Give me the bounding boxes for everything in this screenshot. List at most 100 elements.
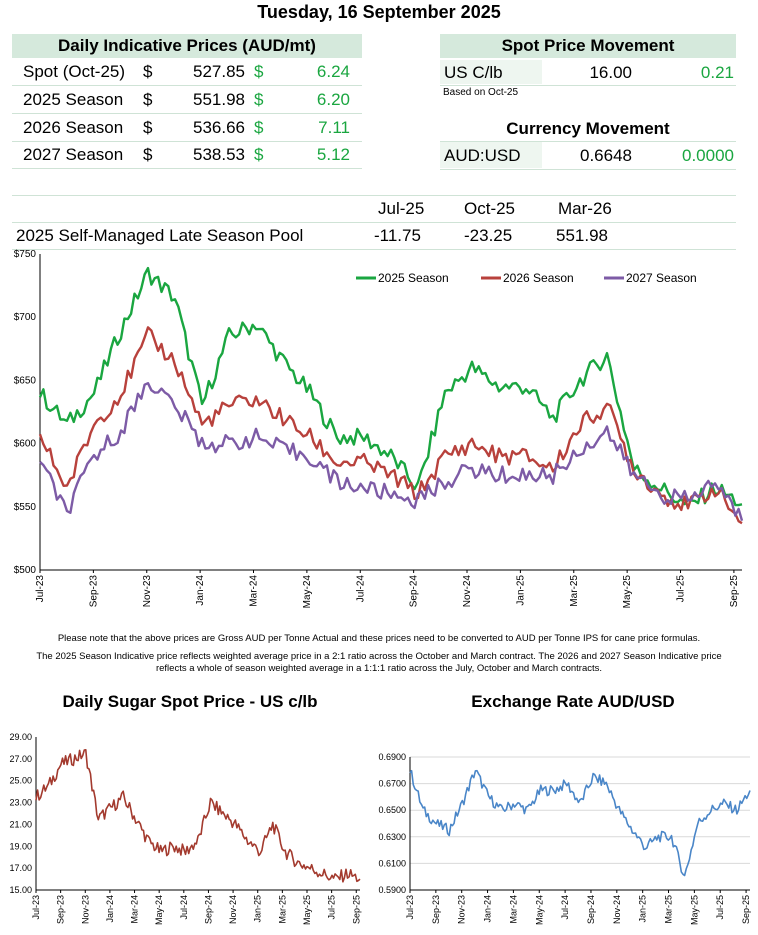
x-tick-label: Sep-25 <box>741 895 751 924</box>
x-tick-label: Jul-24 <box>560 895 570 920</box>
y-tick-label: 19.00 <box>9 841 32 851</box>
x-tick-label: Nov-24 <box>612 895 622 924</box>
x-tick-label: May-24 <box>534 895 544 925</box>
price-row-change: 6.24 <box>316 62 350 81</box>
x-tick-label: Jul-25 <box>676 575 687 603</box>
exchange-rate-chart: 0.5900 0.6100 0.6300 0.6500 0.6700 0.6900 Jul-… <box>378 752 751 925</box>
y-tick-label: $550 <box>14 502 37 513</box>
y-tick-label: $500 <box>14 565 37 576</box>
x-tick-label: Mar-24 <box>508 895 518 924</box>
y-tick-label: $650 <box>14 375 37 386</box>
x-tick-label: Jul-24 <box>179 895 189 920</box>
legend-label: 2025 Season <box>378 271 449 285</box>
spot-label-cell <box>440 60 542 84</box>
sugar-spot-chart: 15.00 17.00 19.00 21.00 23.00 25.00 27.00 29.00… <box>9 732 361 925</box>
spot-change: 0.21 <box>700 63 734 82</box>
y-tick-label: $600 <box>14 439 37 450</box>
spot-footnote: Based on Oct-25 <box>443 87 519 98</box>
y-tick-label: $700 <box>14 312 37 323</box>
y-tick-label: 0.6300 <box>378 832 406 842</box>
price-row-value: 538.53 <box>193 145 245 164</box>
series-line-2027-season <box>39 382 744 522</box>
x-tick-label: Sep-23 <box>56 895 66 924</box>
x-tick-label: Nov-23 <box>80 895 90 924</box>
price-row-currency: $ <box>143 62 153 81</box>
price-row-label: 2027 Season <box>23 145 124 164</box>
x-tick-label: Sep-24 <box>409 575 420 608</box>
x-tick-label: Jan-25 <box>638 895 648 923</box>
pool-value-mar: 551.98 <box>556 226 608 245</box>
legend-label: 2027 Season <box>626 271 697 285</box>
price-row-change: 5.12 <box>316 145 350 164</box>
x-tick-label: Jul-23 <box>35 575 46 603</box>
price-row-change-currency: $ <box>254 145 264 164</box>
currency-label: AUD:USD <box>444 146 521 165</box>
x-tick-label: Mar-25 <box>569 575 580 607</box>
currency-label-cell <box>440 142 542 168</box>
x-tick-label: Sep-25 <box>351 895 361 924</box>
y-tick-label: 0.6900 <box>378 752 406 762</box>
y-tick-label: 0.6700 <box>378 779 406 789</box>
x-tick-label: Jan-25 <box>515 575 526 606</box>
price-row-change: 6.20 <box>316 90 350 109</box>
y-tick-label: 17.00 <box>9 863 32 873</box>
note-line-2: The 2025 Season Indicative price reflect… <box>36 651 722 662</box>
y-tick-label: 25.00 <box>9 776 32 786</box>
price-row-currency: $ <box>143 118 153 137</box>
note-line-3: reflects a whole of season weighted aver… <box>155 663 603 674</box>
x-tick-label: Mar-25 <box>277 895 287 924</box>
x-tick-label: Sep-23 <box>88 575 99 608</box>
x-tick-label: Jul-24 <box>355 575 366 603</box>
x-tick-label: Nov-23 <box>457 895 467 924</box>
y-tick-label: 0.6500 <box>378 805 406 815</box>
x-tick-label: Jan-24 <box>195 575 206 606</box>
pool-header-mar: Mar-26 <box>558 199 612 218</box>
note-line-1: Please note that the above prices are Gr… <box>57 633 701 644</box>
y-tick-label: 23.00 <box>9 798 32 808</box>
x-tick-label: Jan-24 <box>483 895 493 923</box>
x-tick-label: Jul-23 <box>405 895 415 920</box>
price-row-currency: $ <box>143 90 153 109</box>
price-row-change-currency: $ <box>254 90 264 109</box>
y-tick-label: 29.00 <box>9 732 32 742</box>
date-title: Tuesday, 16 September 2025 <box>257 2 501 22</box>
spot-value: 16.00 <box>589 63 632 82</box>
spot-label: US C/lb <box>444 63 503 82</box>
pool-label: 2025 Self-Managed Late Season Pool <box>16 226 304 245</box>
price-row-value: 536.66 <box>193 118 245 137</box>
fx-chart-title: Exchange Rate AUD/USD <box>471 692 675 711</box>
x-tick-label: May-24 <box>302 575 313 609</box>
x-tick-label: May-25 <box>622 575 633 609</box>
price-row-label: 2026 Season <box>23 118 124 137</box>
pool-header-oct: Oct-25 <box>464 199 516 218</box>
y-tick-label: 0.6100 <box>378 858 406 868</box>
price-row-label: 2025 Season <box>23 90 124 109</box>
x-tick-label: May-24 <box>154 895 164 925</box>
x-tick-label: Jul-25 <box>327 895 337 920</box>
x-tick-label: Jan-25 <box>253 895 263 923</box>
y-tick-label: $750 <box>14 249 37 260</box>
price-row-label: Spot (Oct-25) <box>23 62 126 81</box>
y-tick-label: 0.5900 <box>378 885 406 895</box>
currency-value: 0.6648 <box>580 146 632 165</box>
daily-prices-heading: Daily Indicative Prices (AUD/mt) <box>12 34 362 58</box>
x-tick-label: May-25 <box>302 895 312 925</box>
currency-heading: Currency Movement <box>506 119 670 138</box>
x-tick-label: Sep-25 <box>729 575 740 608</box>
x-tick-label: Mar-25 <box>664 895 674 924</box>
y-tick-label: 27.00 <box>9 754 32 764</box>
y-tick-label: 21.00 <box>9 819 32 829</box>
x-tick-label: Nov-24 <box>462 575 473 608</box>
x-tick-label: May-25 <box>689 895 699 925</box>
x-tick-label: Jul-25 <box>715 895 725 920</box>
price-row-change-currency: $ <box>254 118 264 137</box>
x-tick-label: Mar-24 <box>249 575 260 607</box>
pool-value-oct: -23.25 <box>464 226 513 245</box>
series-line-data <box>409 769 751 877</box>
legend-label: 2026 Season <box>503 271 574 285</box>
price-row-change-currency: $ <box>254 62 264 81</box>
x-tick-label: Mar-24 <box>130 895 140 924</box>
sugar-chart-title: Daily Sugar Spot Price - US c/lb <box>62 692 318 711</box>
spot-movement-heading: Spot Price Movement <box>440 34 736 58</box>
pool-value-jul: -11.75 <box>374 226 421 245</box>
